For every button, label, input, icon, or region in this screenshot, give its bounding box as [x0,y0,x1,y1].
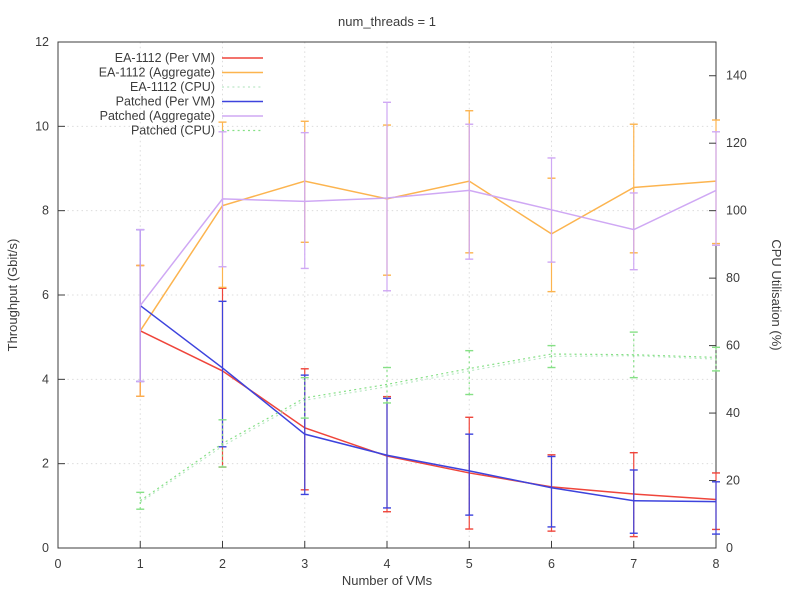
x-tick-label: 7 [630,557,637,571]
x-tick-label: 1 [137,557,144,571]
legend: EA-1112 (Per VM)EA-1112 (Aggregate)EA-11… [99,51,263,138]
y2-tick-label: 100 [726,204,747,218]
legend-label-ea-1112-aggregate: EA-1112 (Aggregate) [99,66,215,80]
y-tick-label: 10 [35,119,49,133]
series-patched-aggregate [136,101,720,383]
y-tick-label: 12 [35,35,49,49]
y-tick-label: 8 [42,204,49,218]
legend-label-ea-1112-cpu: EA-1112 (CPU) [130,80,215,94]
y2-tick-label: 120 [726,136,747,150]
x-tick-label: 5 [466,557,473,571]
x-axis-label: Number of VMs [342,573,433,588]
x-tick-label: 2 [219,557,226,571]
y-axis-label: Throughput (Gbit/s) [5,239,20,352]
series-patched-cpu [136,331,720,510]
series-ea-1112-cpu [139,355,717,503]
chart-title: num_threads = 1 [338,14,436,29]
series-patched-per-vm [136,228,720,535]
x-tick-label: 0 [55,557,62,571]
y-tick-label: 0 [42,541,49,555]
y2-tick-label: 80 [726,271,740,285]
y2-tick-label: 20 [726,474,740,488]
y2-tick-label: 40 [726,406,740,420]
y2-tick-label: 0 [726,541,733,555]
legend-label-patched-per-vm: Patched (Per VM) [116,95,215,109]
legend-label-patched-aggregate: Patched (Aggregate) [100,109,215,123]
y2-tick-label: 140 [726,69,747,83]
series-ea-1112-aggregate [136,110,720,397]
legend-label-patched-cpu: Patched (CPU) [131,124,215,138]
legend-label-ea-1112-per-vm: EA-1112 (Per VM) [115,51,215,65]
y2-tick-label: 60 [726,339,740,353]
x-tick-label: 8 [713,557,720,571]
x-tick-label: 6 [548,557,555,571]
x-tick-label: 4 [384,557,391,571]
y2-axis-label: CPU Utilisation (%) [769,239,784,350]
y-tick-label: 2 [42,457,49,471]
x-tick-label: 3 [301,557,308,571]
axis-ticks [57,41,717,549]
series-ea-1112-per-vm [136,264,720,538]
y-tick-label: 6 [42,288,49,302]
y-tick-label: 4 [42,372,49,386]
